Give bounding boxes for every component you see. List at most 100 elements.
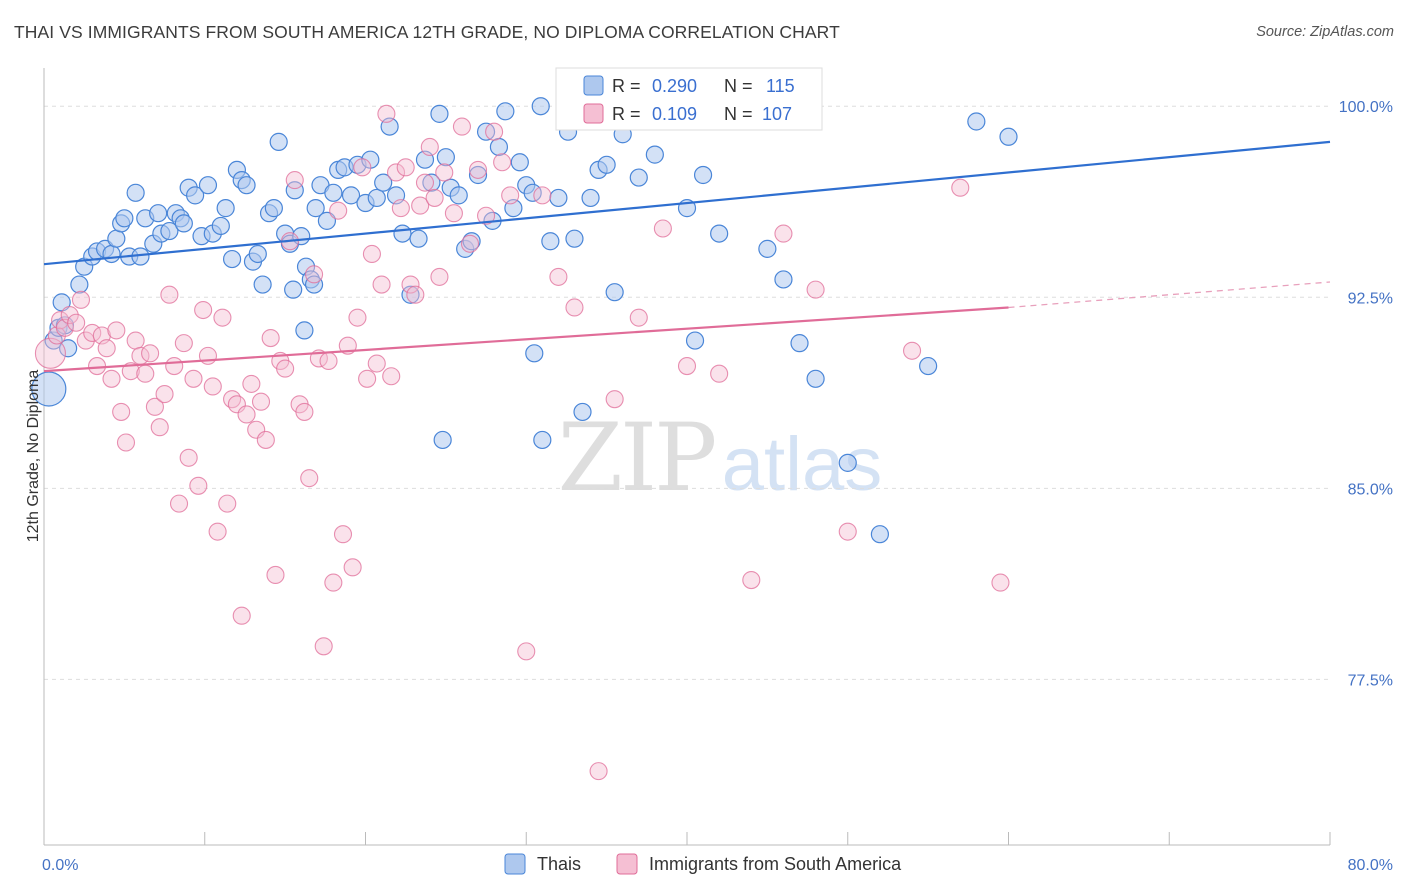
legend-n-label-thais: N =	[724, 76, 753, 96]
thais-point	[790, 334, 809, 353]
sa-point	[305, 265, 324, 284]
thais-point	[710, 224, 729, 243]
y-tick-label: 92.5%	[1348, 290, 1393, 307]
sa-point	[256, 430, 275, 449]
thais-point	[525, 344, 544, 363]
sa-point	[189, 476, 208, 495]
watermark-zip: ZIP	[558, 404, 715, 513]
thais-point	[510, 153, 529, 172]
sa-point	[493, 153, 512, 172]
sa-point	[401, 275, 420, 294]
sa-point	[141, 344, 160, 363]
thais-point	[102, 244, 121, 264]
thais-point	[31, 371, 67, 407]
sa-point	[377, 104, 396, 123]
sa-point	[677, 357, 697, 376]
thais-point	[70, 275, 89, 294]
sa-point	[425, 188, 444, 207]
legend-r-label-thais: R =	[612, 76, 641, 96]
watermark: ZIP atlas	[558, 404, 883, 513]
x-tick-label: 80.0%	[1348, 857, 1393, 874]
thais-point	[306, 199, 325, 218]
sa-point	[460, 234, 480, 253]
thais-point	[430, 104, 449, 123]
sa-point	[420, 137, 439, 157]
thais-point	[393, 224, 412, 243]
thais-point	[541, 232, 560, 251]
legend: R = 0.290 N = 115 R = 0.109 N = 107	[555, 67, 823, 131]
watermark-atlas: atlas	[722, 422, 883, 507]
legend-n-value-thais: 115	[766, 76, 795, 96]
chart-title: THAI VS IMMIGRANTS FROM SOUTH AMERICA 12…	[14, 22, 840, 42]
sa-point	[126, 331, 145, 350]
sa-point	[300, 469, 319, 488]
sa-point	[605, 390, 624, 409]
thais-point	[115, 209, 134, 228]
thais-point	[174, 214, 193, 233]
thais-point	[107, 229, 126, 248]
y-tick-label: 77.5%	[1348, 672, 1393, 689]
thais-point	[222, 249, 242, 269]
sa-point	[353, 158, 372, 177]
sa-point	[97, 339, 116, 358]
thais-point	[374, 173, 393, 192]
sa-point	[203, 377, 222, 396]
x-tick-label: 0.0%	[42, 857, 78, 874]
thais-point	[149, 204, 168, 223]
sa-point	[116, 433, 136, 452]
sa-point	[343, 558, 362, 577]
sa-point	[237, 405, 256, 424]
thais-point	[774, 270, 793, 289]
thais-point	[449, 186, 468, 205]
sa-point	[232, 606, 251, 625]
thais-point	[160, 221, 179, 241]
thais-point	[531, 97, 550, 116]
sa-point	[333, 525, 353, 544]
thais-point	[295, 321, 314, 340]
sa-point	[87, 357, 107, 376]
sa-point	[435, 163, 454, 182]
thais-point	[284, 280, 303, 299]
thais-point	[645, 145, 664, 164]
sa-point	[372, 275, 391, 294]
legend-r-value-sa: 0.109	[652, 104, 697, 124]
sa-point	[485, 122, 504, 141]
sa-point	[367, 354, 386, 373]
sa-point	[396, 158, 415, 177]
thais-point	[269, 132, 288, 151]
sa-point	[184, 369, 203, 388]
thais-point	[59, 339, 78, 358]
thais-point	[806, 369, 825, 388]
sa-point	[276, 359, 295, 378]
sa-point	[165, 357, 184, 376]
sa-point	[902, 341, 922, 360]
thais-point	[549, 188, 568, 208]
sa-point	[411, 196, 430, 215]
thais-point	[253, 275, 272, 294]
thais-point	[870, 525, 890, 544]
sa-point	[266, 565, 285, 585]
bottom-legend-thais: Thais	[537, 854, 581, 874]
sa-point	[589, 762, 608, 781]
sa-point	[710, 364, 729, 383]
sa-point	[112, 402, 131, 421]
y-axis-label: 12th Grade, No Diploma	[25, 370, 42, 543]
sa-point	[391, 199, 410, 218]
thais-point	[693, 165, 713, 185]
sa-point	[991, 573, 1010, 592]
sa-point	[213, 308, 232, 327]
thais-point	[436, 148, 455, 167]
legend-n-value-sa: 107	[762, 104, 792, 124]
sa-point	[150, 418, 169, 437]
bottom-legend: Thais Immigrants from South America	[504, 853, 902, 875]
sa-point	[60, 306, 79, 325]
thais-point	[838, 453, 857, 472]
sa-point	[295, 402, 314, 421]
thais-point	[597, 155, 616, 174]
thais-point	[409, 229, 428, 248]
thais-point	[605, 283, 624, 302]
sa-point	[951, 178, 970, 197]
sa-point	[136, 364, 155, 383]
sa-point	[155, 385, 174, 404]
